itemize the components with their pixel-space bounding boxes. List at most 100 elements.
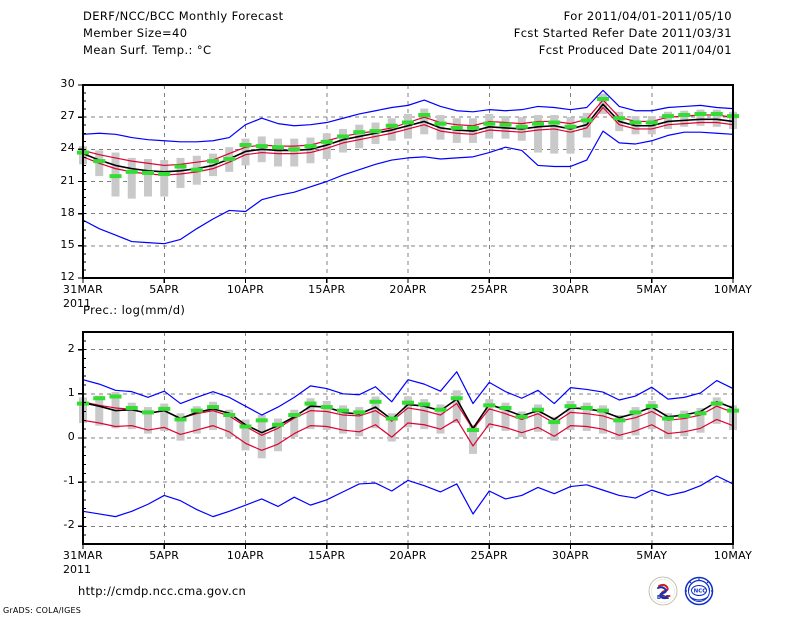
spread-bar	[160, 403, 169, 431]
median-marker	[93, 396, 106, 401]
median-marker	[710, 401, 723, 406]
median-marker	[532, 121, 544, 126]
cmdp-website-url[interactable]: http://cmdp.ncc.cma.gov.cn	[78, 584, 247, 598]
y-axis-label: 30	[60, 77, 75, 90]
x-axis-label: 31MAR	[62, 283, 104, 296]
spread-bar	[127, 402, 136, 430]
x-axis-label: 5MAY	[636, 283, 668, 296]
spread-bar	[241, 419, 250, 451]
median-marker	[467, 125, 479, 130]
median-marker	[483, 403, 496, 408]
median-marker	[402, 120, 414, 125]
spread-bar	[534, 404, 542, 432]
spread-bar	[339, 405, 347, 434]
median-marker	[93, 159, 106, 164]
spread-bar	[322, 400, 331, 431]
median-marker	[125, 169, 138, 174]
median-marker	[629, 120, 642, 125]
median-marker	[580, 118, 593, 123]
median-marker	[255, 418, 268, 423]
median-marker	[597, 408, 609, 413]
spread-bar	[290, 409, 299, 438]
precipitation-panel	[77, 331, 739, 549]
median-marker	[450, 396, 463, 401]
median-marker	[694, 411, 707, 416]
median-marker	[418, 113, 431, 118]
median-marker	[158, 171, 171, 176]
median-marker	[532, 407, 544, 412]
series-ensemble-max	[82, 371, 734, 416]
x-axis-year-label: 2011	[63, 297, 91, 310]
precipitation-panel-title: Prec.: log(mm/d)	[83, 303, 186, 317]
spread-bar	[257, 415, 266, 459]
median-marker	[613, 116, 626, 121]
x-axis-label: 15APR	[308, 549, 346, 562]
spread-bar	[680, 410, 689, 437]
median-marker	[678, 413, 691, 418]
spread-bar	[387, 413, 396, 442]
median-marker	[369, 399, 382, 404]
median-marker	[353, 410, 366, 415]
spread-bar	[550, 416, 559, 441]
median-marker	[320, 139, 333, 144]
y-axis-label: 18	[60, 205, 75, 219]
spread-bar	[517, 411, 526, 438]
y-axis-label: 12	[60, 270, 75, 283]
temperature-unit-label: Mean Surf. Temp.: °C	[83, 43, 212, 57]
median-marker	[710, 111, 723, 116]
spread-bar	[664, 111, 672, 129]
bcc-logo-text: BCC	[657, 595, 669, 601]
median-marker	[109, 174, 122, 179]
series-ensemble-min	[82, 475, 734, 518]
grads-credit-label: GrADS: COLA/IGES	[3, 606, 82, 615]
spread-bar	[696, 407, 705, 433]
forecast-period-label: For 2011/04/01-2011/05/10	[563, 9, 732, 23]
spread-bar	[176, 413, 185, 441]
median-marker	[613, 418, 626, 423]
forecast-title: DERF/NCC/BCC Monthly Forecast	[83, 9, 284, 23]
median-marker	[125, 405, 138, 410]
median-marker	[337, 134, 349, 139]
x-axis-year-label: 2011	[63, 563, 91, 576]
median-marker	[402, 400, 414, 405]
median-marker	[353, 130, 366, 135]
median-marker	[288, 147, 301, 152]
median-marker	[385, 123, 398, 128]
median-marker	[629, 410, 642, 415]
spread-bar	[306, 137, 315, 164]
median-marker	[190, 408, 203, 413]
median-marker	[434, 407, 447, 412]
series-quartile-lower	[82, 418, 734, 451]
spread-bar	[436, 404, 445, 434]
spread-bar	[420, 399, 429, 430]
median-marker	[467, 428, 479, 433]
spread-bar	[664, 413, 672, 439]
bcc-logo: BCC	[648, 576, 678, 606]
spread-bar	[712, 397, 721, 424]
median-marker	[548, 420, 561, 425]
spread-bar	[550, 115, 559, 154]
spread-bar	[355, 407, 364, 437]
median-marker	[272, 422, 284, 427]
x-axis-label: 30APR	[551, 283, 590, 296]
median-marker	[190, 167, 203, 172]
member-size-label: Member Size=40	[83, 26, 188, 40]
x-axis-label: 5APR	[149, 549, 180, 562]
x-axis-label: 20APR	[389, 283, 427, 296]
median-marker	[255, 144, 268, 149]
spread-bar	[225, 409, 234, 438]
median-marker	[483, 121, 496, 126]
median-marker	[662, 114, 674, 119]
median-marker	[304, 144, 317, 149]
median-marker	[645, 404, 658, 409]
mean-surface-temperature-panel	[77, 84, 739, 283]
series-ensemble-max	[82, 89, 734, 143]
y-axis-label: -1	[63, 474, 75, 488]
spread-bar	[95, 395, 104, 426]
ncc-logo: NCC	[684, 576, 714, 606]
x-axis-label: 25APR	[470, 283, 508, 296]
y-axis-label: 27	[60, 109, 75, 123]
median-marker	[662, 416, 674, 421]
x-axis-label: 31MAR	[62, 549, 104, 562]
